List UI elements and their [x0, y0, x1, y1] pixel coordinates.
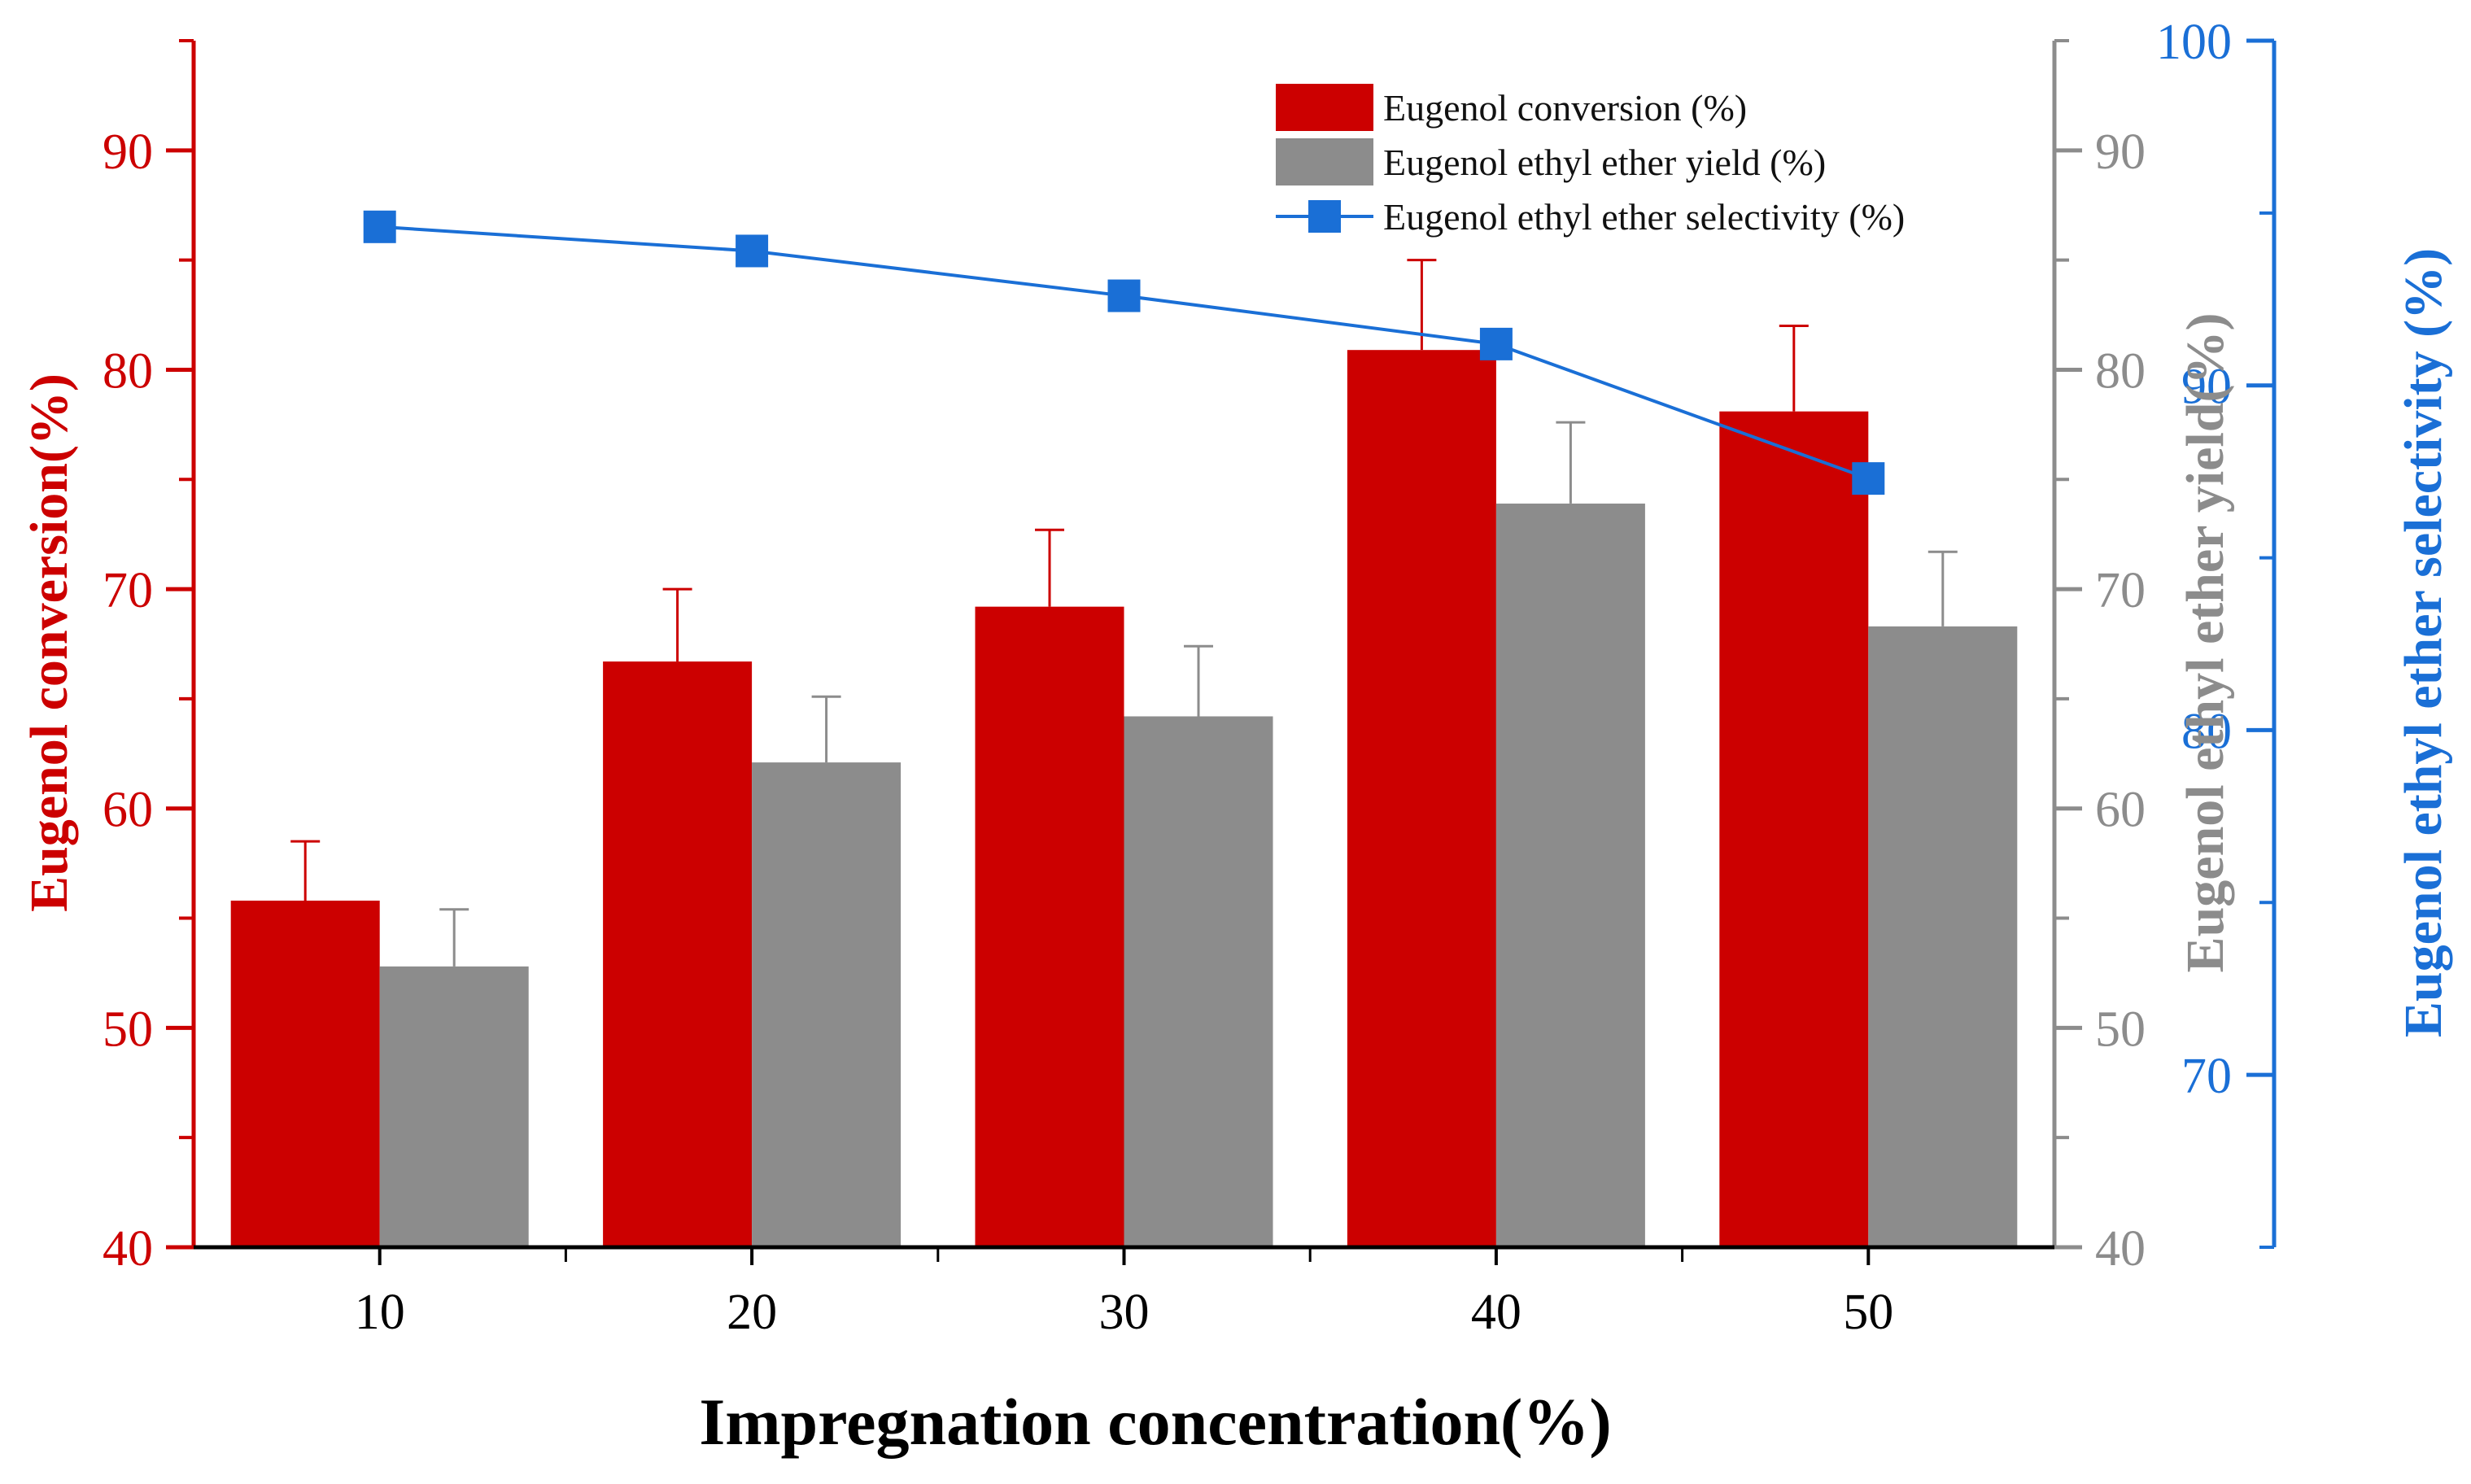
y-left-tick-label: 80	[103, 343, 153, 399]
bar-yield	[1124, 716, 1273, 1247]
x-axis-title: Impregnation concentration(%)	[699, 1385, 1611, 1459]
y-right1-tick-label: 80	[2095, 343, 2146, 399]
bar-conversion	[230, 900, 380, 1247]
legend-swatch-yield	[1276, 138, 1373, 186]
x-tick-label: 10	[355, 1285, 405, 1340]
y-right1-axis-title: Eugenol ethyl ether yield(%)	[2176, 313, 2235, 973]
x-tick-label: 50	[1843, 1285, 1893, 1340]
legend-label-yield: Eugenol ethyl ether yield (%)	[1383, 142, 1826, 183]
y-left-tick-label: 60	[103, 783, 153, 838]
y-right2-axis-title: Eugenol ethyl ether selectivity (%)	[2394, 248, 2453, 1037]
bar-yield	[1868, 626, 2018, 1247]
x-tick-label: 40	[1471, 1285, 1521, 1340]
legend-marker-selectivity	[1308, 200, 1341, 233]
selectivity-line	[379, 225, 1869, 480]
y-left-tick-label: 70	[103, 563, 153, 618]
bar-conversion	[1719, 411, 1869, 1248]
selectivity-marker	[1479, 327, 1513, 360]
legend-label-conversion: Eugenol conversion (%)	[1383, 87, 1747, 129]
y-left-tick-label: 90	[103, 124, 153, 180]
x-tick-label: 30	[1099, 1285, 1150, 1340]
y-right2-tick-label: 100	[2156, 15, 2232, 70]
bar-yield	[379, 966, 529, 1247]
bar-yield	[752, 762, 902, 1247]
y-right1-tick-label: 60	[2095, 783, 2146, 838]
selectivity-marker	[1107, 279, 1141, 312]
bars-layer	[230, 259, 2018, 1248]
selectivity-marker	[1852, 462, 1885, 495]
y-right1-tick-label: 40	[2095, 1221, 2146, 1277]
y-right1-tick-label: 90	[2095, 124, 2146, 180]
y-left-axis-title: Eugenol conversion(%)	[20, 373, 79, 912]
legend: Eugenol conversion (%) Eugenol ethyl eth…	[1276, 84, 1905, 238]
bar-yield	[1495, 503, 1645, 1247]
y-left-tick-label: 50	[103, 1002, 153, 1057]
legend-swatch-conversion	[1276, 84, 1373, 131]
y-right2-tick-label: 90	[2181, 360, 2232, 415]
bar-conversion	[603, 661, 753, 1247]
selectivity-marker	[736, 234, 769, 268]
bar-conversion	[975, 606, 1124, 1247]
legend-label-selectivity: Eugenol ethyl ether selectivity (%)	[1383, 196, 1905, 238]
bar-conversion	[1347, 350, 1496, 1248]
y-right1-tick-label: 70	[2095, 563, 2146, 618]
y-right1-tick-label: 50	[2095, 1002, 2146, 1057]
y-left-tick-label: 40	[103, 1221, 153, 1277]
x-tick-label: 20	[727, 1285, 777, 1340]
y-right2-tick-label: 70	[2181, 1049, 2232, 1104]
selectivity-marker	[363, 210, 396, 243]
y-right2-tick-label: 80	[2181, 704, 2232, 759]
line-layer	[363, 210, 1885, 495]
